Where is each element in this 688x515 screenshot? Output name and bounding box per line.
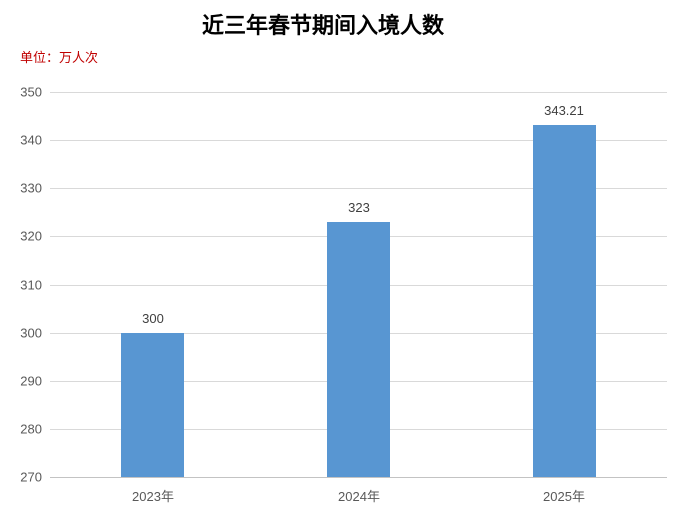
- x-tick-label: 2023年: [132, 489, 174, 504]
- bar-2024年: [327, 222, 390, 477]
- y-tick-label: 270: [20, 469, 42, 485]
- plot-area: 300 323 343.21: [50, 92, 667, 478]
- y-tick-label: 350: [20, 84, 42, 100]
- x-tick-label: 2024年: [338, 489, 380, 504]
- chart-title: 近三年春节期间入境人数: [201, 13, 445, 39]
- data-label: 343.21: [544, 103, 584, 118]
- y-tick-label: 290: [20, 373, 42, 389]
- y-tick-label: 330: [20, 180, 42, 196]
- gridline: [50, 140, 667, 141]
- unit-label: 单位：万人次: [20, 50, 99, 65]
- y-tick-label: 340: [20, 132, 42, 148]
- gridline: [50, 188, 667, 189]
- data-label: 300: [142, 311, 164, 326]
- data-label: 323: [348, 200, 370, 215]
- x-tick-label: 2025年: [543, 489, 585, 504]
- y-tick-label: 310: [20, 277, 42, 293]
- y-tick-label: 280: [20, 421, 42, 437]
- y-axis: 270 280 290 300 310 320 330 340 350: [0, 85, 42, 485]
- y-tick-label: 300: [20, 325, 42, 341]
- bar-2025年: [533, 125, 596, 477]
- y-tick-label: 320: [20, 228, 42, 244]
- gridline: [50, 92, 667, 93]
- x-axis: 2023年 2024年 2025年: [50, 486, 667, 504]
- bar-2023年: [121, 333, 184, 477]
- x-axis-line: [50, 477, 667, 478]
